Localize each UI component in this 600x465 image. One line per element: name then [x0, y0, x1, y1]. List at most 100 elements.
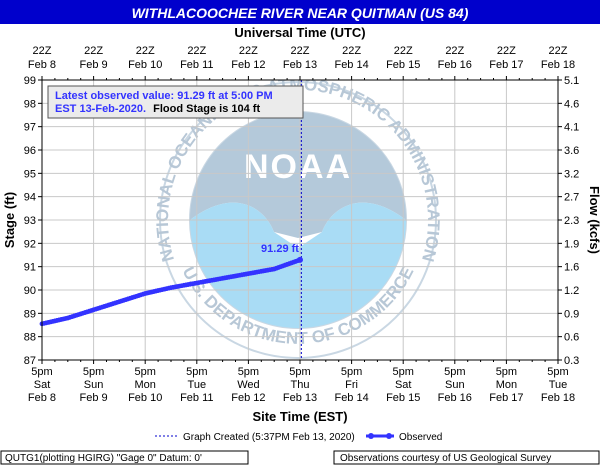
x-top-tick-label: 22Z: [342, 45, 361, 57]
y2-tick-label: 5.1: [564, 75, 579, 87]
y2-tick-label: 3.6: [564, 145, 579, 157]
x-tick-label: Feb 8: [28, 392, 56, 404]
annotation-line1: Latest observed value: 91.29 ft at 5:00 …: [55, 90, 273, 102]
x-tick-label: 5pm: [392, 366, 413, 378]
x-tick-label: Feb 11: [180, 392, 213, 404]
y2-tick-label: 4.6: [564, 98, 579, 110]
x-tick-label: Mon: [496, 379, 517, 391]
x-tick-label: Feb 13: [283, 392, 317, 404]
y2-tick-label: 0.6: [564, 332, 579, 344]
y2-tick-label: 4.1: [564, 122, 579, 134]
x-tick-label: 5pm: [341, 366, 362, 378]
x-tick-label: 5pm: [238, 366, 259, 378]
x-top-tick-label: 22Z: [549, 45, 568, 57]
x-top-tick-label: Feb 17: [489, 59, 523, 71]
x-top-tick-label: 22Z: [84, 45, 103, 57]
x-top-tick-label: Feb 14: [334, 59, 368, 71]
x-top-tick-label: 22Z: [291, 45, 310, 57]
y2-tick-label: 1.2: [564, 285, 579, 297]
x-top-tick-label: Feb 13: [283, 59, 317, 71]
title-bar: [0, 0, 600, 24]
x-top-tick-label: Feb 18: [541, 59, 575, 71]
x-tick-label: Fri: [345, 379, 358, 391]
x-tick-label: 5pm: [547, 366, 568, 378]
footer-right-text: Observations courtesy of US Geological S…: [340, 453, 551, 464]
annotation-line2: EST 13-Feb-2020. Flood Stage is 104 ft: [55, 103, 260, 115]
y-tick-label: 89: [24, 308, 36, 320]
x-tick-label: Feb 16: [438, 392, 472, 404]
legend-observed-marker: [368, 433, 374, 439]
y-tick-label: 88: [24, 332, 36, 344]
y-tick-label: 94: [24, 192, 36, 204]
x-tick-label: 5pm: [289, 366, 310, 378]
y-tick-label: 91: [24, 262, 36, 274]
x-tick-label: Feb 10: [128, 392, 162, 404]
x-tick-label: Feb 12: [231, 392, 265, 404]
legend-observed-label: Observed: [399, 432, 442, 443]
y-tick-label: 95: [24, 168, 36, 180]
x-top-tick-label: 22Z: [497, 45, 516, 57]
x-tick-label: Sat: [395, 379, 412, 391]
x-top-tick-label: Feb 8: [28, 59, 56, 71]
x-tick-label: 5pm: [134, 366, 155, 378]
x-tick-label: 5pm: [186, 366, 207, 378]
plot-frame: [41, 79, 559, 361]
x-top-tick-label: Feb 9: [80, 59, 108, 71]
x-tick-label: Sat: [34, 379, 51, 391]
x-top-tick-label: Feb 12: [231, 59, 265, 71]
x-tick-label: Feb 17: [489, 392, 523, 404]
y2-tick-label: 2.7: [564, 192, 579, 204]
x-tick-label: Thu: [291, 379, 310, 391]
x-tick-label: Tue: [549, 379, 568, 391]
x-top-tick-label: 22Z: [394, 45, 413, 57]
footer-right-box: [333, 450, 600, 465]
x-top-tick-label: 22Z: [33, 45, 52, 57]
x-top-tick-label: Feb 16: [438, 59, 472, 71]
x-tick-label: Sun: [445, 379, 465, 391]
footer-left-box: [0, 450, 249, 465]
x-top-tick-label: 22Z: [136, 45, 155, 57]
legend-created-label: Graph Created (5:37PM Feb 13, 2020): [183, 432, 355, 443]
y-tick-label: 96: [24, 145, 36, 157]
y2-tick-label: 0.3: [564, 355, 579, 367]
y-tick-label: 98: [24, 98, 36, 110]
x-tick-label: Tue: [188, 379, 207, 391]
top-axis-title: Universal Time (UTC): [234, 25, 365, 40]
y-axis-right-ticks: 0.3 0.6 0.9 1.2 1.6 1.9 2.3 2.7 3.2 3.6 4.1 4.6 5.1: [558, 75, 579, 367]
x-tick-label: 5pm: [31, 366, 52, 378]
chart-title: WITHLACOOCHEE RIVER NEAR QUITMAN (US 84): [132, 5, 469, 21]
x-tick-label: Sun: [84, 379, 104, 391]
latest-value-label: 91.29 ft: [261, 243, 299, 255]
x-tick-label: Mon: [134, 379, 155, 391]
x-tick-label: Feb 15: [386, 392, 420, 404]
x-top-tick-label: Feb 10: [128, 59, 162, 71]
left-axis-title: Stage (ft): [2, 192, 17, 248]
observed-series: [39, 256, 303, 327]
annotation-date: EST 13-Feb-2020.: [55, 103, 146, 115]
y2-tick-label: 0.9: [564, 308, 579, 320]
y-tick-label: 92: [24, 238, 36, 250]
observed-point: [297, 256, 303, 263]
right-axis-title: Flow (kcfs): [587, 186, 600, 254]
x-tick-label: Feb 18: [541, 392, 575, 404]
y2-tick-label: 2.3: [564, 215, 579, 227]
x-top-tick-label: Feb 11: [180, 59, 213, 71]
x-top-tick-label: 22Z: [239, 45, 258, 57]
y-tick-label: 90: [24, 285, 36, 297]
y-axis-left-ticks: 87 88 89 90 91 92 93 94 95 96 97 98 99: [24, 75, 42, 367]
legend-observed-marker: [386, 433, 392, 439]
y-tick-label: 97: [24, 122, 36, 134]
x-tick-label: Wed: [237, 379, 259, 391]
y2-tick-label: 1.9: [564, 238, 579, 250]
y-tick-label: 87: [24, 355, 36, 367]
grid-lines: [41, 79, 559, 361]
bottom-axis-title: Site Time (EST): [252, 409, 347, 424]
y2-tick-label: 3.2: [564, 168, 579, 180]
x-tick-label: Feb 9: [80, 392, 108, 404]
annotation-flood-stage: Flood Stage is 104 ft: [153, 103, 260, 115]
x-tick-label: 5pm: [496, 366, 517, 378]
x-tick-label: 5pm: [83, 366, 104, 378]
x-tick-label: 5pm: [444, 366, 465, 378]
